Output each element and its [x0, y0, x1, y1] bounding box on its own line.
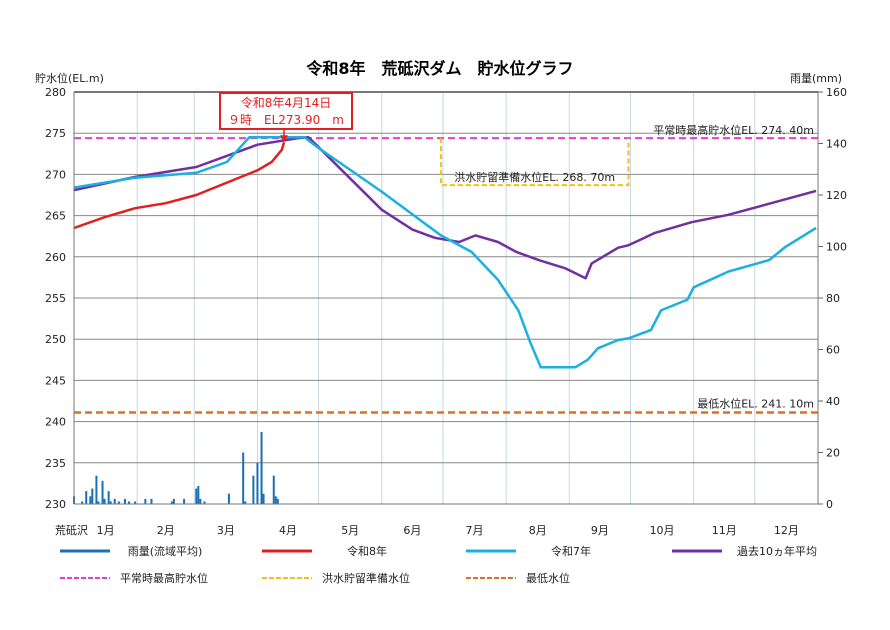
y-tick-label: 250	[45, 333, 66, 346]
x-tick-label: 7月	[466, 524, 484, 537]
flood-prep-level-label: 洪水貯留準備水位EL. 268. 70m	[454, 170, 615, 184]
rain-bar	[123, 498, 126, 504]
y2-tick-label: 120	[826, 189, 847, 202]
rain-bar	[109, 501, 112, 504]
annotation-arrowhead	[279, 135, 288, 143]
axes: 230 235 240 245 250 255 260 265 270 275 280 0 20 40 60…	[45, 86, 847, 537]
y-tick-label: 260	[45, 251, 66, 264]
legend-label-min: 最低水位	[526, 571, 570, 585]
min-level-label: 最低水位EL. 241. 10m	[697, 397, 814, 411]
y2-axis-label: 雨量(mm)	[790, 72, 842, 85]
y-tick-label: 245	[45, 374, 66, 387]
y-tick-label: 280	[45, 86, 66, 99]
chart-title: 令和8年 荒砥沢ダム 貯水位グラフ	[305, 59, 573, 78]
rain-bar	[227, 493, 230, 504]
legend-label-rain: 雨量(流域平均)	[128, 544, 203, 558]
grid	[74, 91, 818, 505]
legend-label-r7: 令和7年	[551, 544, 591, 558]
y-tick-label: 240	[45, 416, 66, 429]
x-tick-label: 6月	[403, 524, 421, 537]
annotation-line1: 令和8年4月14日	[241, 95, 332, 110]
rain-bar	[256, 462, 259, 504]
y-tick-label: 265	[45, 210, 66, 223]
rain-bar	[172, 498, 175, 504]
rain-bar	[128, 501, 131, 504]
x-tick-label: 5月	[341, 524, 359, 537]
x-tick-label: 12月	[774, 524, 799, 537]
series-line-r7	[73, 136, 817, 369]
x-tick-label: 2月	[157, 524, 175, 537]
annotation: 令和8年4月14日 ９時 EL273.90 m	[219, 92, 353, 143]
rain-bar	[95, 475, 98, 504]
rain-bar	[199, 498, 202, 504]
y-tick-label: 255	[45, 292, 66, 305]
legend-label-flood_prep: 洪水貯留準備水位	[322, 571, 410, 585]
rain-bar	[117, 501, 120, 504]
series-lines	[73, 136, 817, 369]
rain-bar	[272, 475, 275, 504]
rain-bars	[73, 431, 279, 504]
rain-bar	[170, 501, 173, 504]
rain-bar	[276, 498, 279, 504]
x-tick-label: 8月	[529, 524, 547, 537]
x-tick-label: 1月	[97, 524, 115, 537]
flood-prep-level-line	[439, 138, 630, 187]
annotation-box	[219, 92, 353, 130]
reference-lines: 平常時最高貯水位EL. 274. 40m 洪水貯留準備水位EL. 268. 70m…	[74, 123, 818, 414]
rain-bar	[97, 501, 100, 504]
rain-bar	[244, 501, 247, 504]
series-line-r8	[73, 141, 286, 230]
rain-bar	[262, 493, 265, 504]
y2-tick-label: 140	[826, 138, 847, 151]
rain-bar	[203, 501, 206, 504]
rain-bar	[195, 488, 198, 504]
rain-bar	[89, 496, 92, 504]
x-tick-label: 9月	[591, 524, 609, 537]
rain-bar	[183, 498, 186, 504]
rain-bar	[113, 498, 116, 504]
y2-tick-label: 0	[826, 498, 833, 511]
x-tick-label: 3月	[217, 524, 235, 537]
rain-bar	[150, 498, 153, 504]
rain-bar	[144, 498, 147, 504]
y-tick-label: 235	[45, 457, 66, 470]
rain-bar	[242, 452, 245, 504]
rain-bar	[81, 501, 84, 504]
y2-tick-label: 160	[826, 86, 847, 99]
rain-bar	[101, 480, 104, 504]
rain-bar	[103, 498, 106, 504]
normal-max-level-label: 平常時最高貯水位EL. 274. 40m	[653, 123, 814, 137]
rain-bar	[107, 491, 110, 504]
annotation-line2: ９時 EL273.90 m	[228, 113, 344, 127]
y2-tick-label: 20	[826, 447, 840, 460]
legend-label-r8: 令和8年	[347, 544, 387, 558]
rain-bar	[197, 485, 200, 504]
legend-label-avg: 過去10ヵ年平均	[737, 544, 817, 558]
rain-bar	[274, 496, 277, 504]
rain-bar	[91, 488, 94, 504]
y2-tick-label: 60	[826, 344, 840, 357]
rain-bar	[134, 501, 137, 504]
y-axis-label: 貯水位(EL.m)	[35, 71, 104, 85]
rain-bar	[252, 475, 255, 504]
y2-tick-label: 100	[826, 241, 847, 254]
y-tick-label: 230	[45, 498, 66, 511]
legend-label-normal_max: 平常時最高貯水位	[120, 571, 208, 585]
x-tick-label: 4月	[279, 524, 297, 537]
rain-bar	[85, 491, 88, 504]
x-tick-label: 11月	[712, 524, 737, 537]
rain-bar	[260, 431, 263, 504]
y-tick-label: 275	[45, 127, 66, 140]
y-tick-label: 270	[45, 168, 66, 181]
x-tick-label: 10月	[650, 524, 675, 537]
y2-tick-label: 80	[826, 292, 840, 305]
y2-tick-label: 40	[826, 395, 840, 408]
x-axis-name: 荒砥沢	[55, 523, 88, 537]
